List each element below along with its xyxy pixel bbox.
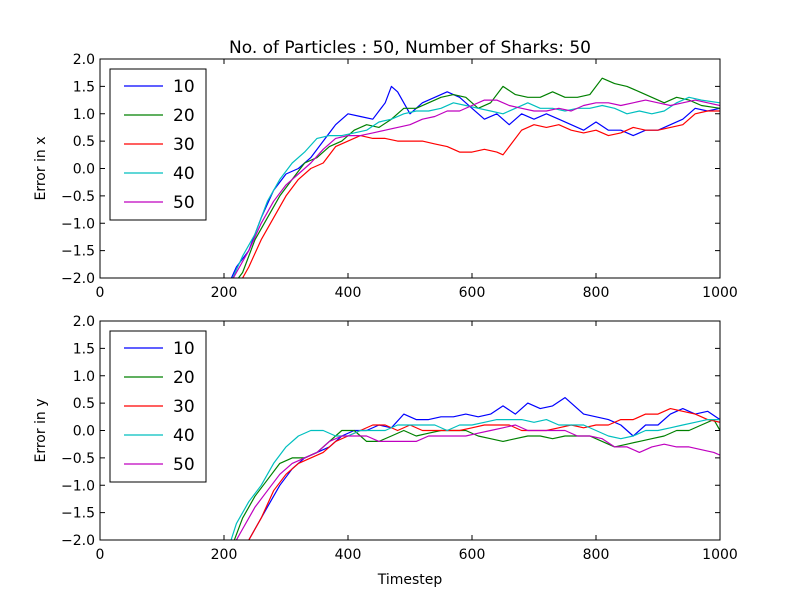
series-line-40 [232,96,720,278]
x-tick-label: 1000 [702,547,738,563]
x-tick-label: 400 [335,547,362,563]
legend-label-30: 30 [173,397,195,417]
y-tick-label: 2.0 [73,314,95,330]
y-tick-label: −0.5 [61,451,95,467]
y-tick-label: 2.0 [73,52,95,68]
x-tick-label: 800 [583,285,610,301]
y-tick-label: 1.5 [73,341,95,357]
series-line-40 [230,419,720,540]
series-line-30 [247,408,720,540]
y-tick-label: 0.0 [73,162,95,178]
y-tick-label: −2.0 [61,533,95,549]
legend-label-50: 50 [173,455,195,475]
x-tick-label: 400 [335,285,362,301]
legend-label-20: 20 [173,368,195,388]
x-tick-label: 200 [211,547,238,563]
series-line-30 [241,110,720,278]
legend-label-50: 50 [173,193,195,213]
y-tick-label: 1.0 [73,107,95,123]
series-line-50 [235,424,720,540]
y-tick-label: 0.5 [73,396,95,412]
y-tick-label: −1.0 [61,478,95,494]
x-tick-label: 200 [211,285,238,301]
y-tick-label: 0.0 [73,424,95,440]
x-tick-label: 1000 [702,285,738,301]
legend-label-40: 40 [173,164,195,184]
series-line-10 [248,397,720,540]
x-tick-label: 800 [583,547,610,563]
series-group [230,397,720,540]
series-group [230,77,720,278]
series-line-10 [230,85,720,278]
y-tick-label: 1.0 [73,369,95,385]
subplot-2: 0 200 400 600 800 1000 2.0 1.5 1.0 0.5 0.0 −0.5 −1.0… [33,314,738,563]
legend-label-20: 20 [173,106,195,126]
legend-label-10: 10 [173,77,195,97]
x-tick-label: 600 [459,547,486,563]
y-tick-label: −1.5 [61,506,95,522]
y-tick-label: 0.5 [73,134,95,150]
y-axis-label: Error in x [33,136,49,200]
subplot-1: 0 200 400 600 800 1000 2.0 1.5 1.0 0.5 0.0 −0.5 −1.0… [33,52,738,301]
x-tick-label: 0 [96,285,105,301]
y-axis-label: Error in y [33,398,49,462]
legend-label-10: 10 [173,339,195,359]
y-tick-label: 1.5 [73,79,95,95]
x-tick-label: 0 [96,547,105,563]
series-line-50 [232,99,720,278]
y-tick-label: −1.5 [61,244,95,260]
y-tick-label: −0.5 [61,189,95,205]
legend-label-30: 30 [173,135,195,155]
x-tick-label: 600 [459,285,486,301]
series-line-20 [237,77,720,278]
chart-title: No. of Particles : 50, Number of Sharks:… [229,38,591,58]
legend-label-40: 40 [173,426,195,446]
y-tick-label: −2.0 [61,271,95,287]
x-axis-label: Timestep [377,572,443,588]
y-tick-label: −1.0 [61,216,95,232]
